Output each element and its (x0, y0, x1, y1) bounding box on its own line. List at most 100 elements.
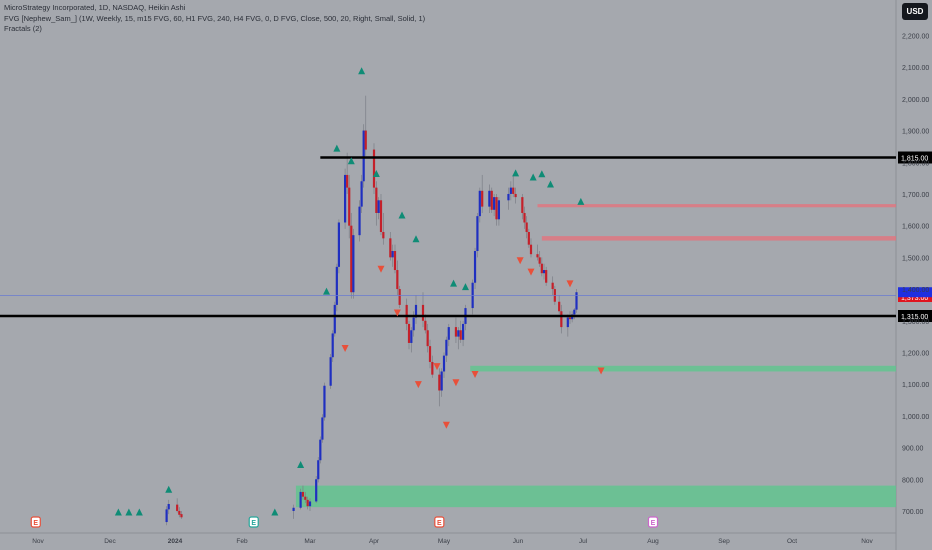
key-level-label: 1,815.00 (901, 156, 928, 163)
price-tick-label: 700.00 (902, 509, 924, 516)
fractal-up-marker (347, 157, 355, 165)
candle-bear (424, 320, 427, 331)
candle-bear (382, 231, 385, 239)
candle-bull (573, 309, 576, 315)
fractals-indicator-legend[interactable]: Fractals (2) (4, 24, 42, 33)
candle-bear (536, 254, 539, 258)
earnings-marker (248, 516, 259, 528)
candle-bull (410, 330, 413, 343)
time-tick-label: Jul (579, 538, 588, 545)
fractal-down-marker (341, 345, 349, 353)
candle-bear (389, 238, 392, 258)
candle-bear (512, 187, 515, 194)
price-tick-label: 1,300.00 (902, 319, 929, 326)
price-axis-layer: 1,373.00 700.00 800.00 900.00 1,000.00 1,100.… (898, 33, 932, 516)
candle-bull (412, 317, 415, 331)
fractal-up-marker (547, 180, 554, 188)
candle-bull (315, 479, 318, 502)
fractal-up-marker (372, 169, 380, 177)
candle-bear (301, 491, 305, 497)
candle-bear (558, 301, 561, 312)
candle-bull (497, 200, 501, 220)
candle-bull (358, 206, 361, 236)
fractal-up-marker (333, 144, 341, 152)
candle-bear (176, 504, 179, 511)
chart-legend: MicroStrategy Incorporated, 1D, NASDAQ, … (4, 3, 425, 35)
fractal-down-marker (393, 309, 401, 317)
candle-bear (431, 361, 434, 375)
time-tick-label: Jun (513, 538, 524, 545)
time-axis-layer: Nov Dec 2024 Feb Mar Apr May Jun Jul Aug Sep Oct Nov (32, 538, 873, 545)
candle-bear (180, 514, 183, 518)
candle-bear (375, 187, 378, 213)
fvg-zone-bullish (295, 485, 896, 508)
time-tick-label: Oct (787, 538, 797, 545)
price-tick-label: 800.00 (902, 477, 924, 484)
candle-bull (335, 266, 338, 305)
time-tick-label: Nov (861, 538, 873, 545)
candle-bear (560, 311, 563, 328)
earnings-marker-label: E (437, 520, 442, 527)
key-levels-layer: 1,815.00 1,315.00 (0, 151, 932, 322)
fractal-down-marker (414, 381, 422, 389)
candle-bull (457, 330, 460, 337)
fractal-up-marker (512, 169, 520, 177)
candle-bull (447, 327, 450, 340)
candle-bear (306, 499, 309, 507)
candle-bull (445, 339, 448, 356)
fractal-up-marker (323, 287, 331, 295)
earnings-marker (30, 516, 41, 528)
candle-bull (507, 193, 510, 201)
candle-bull (317, 460, 320, 480)
candle-bull (165, 509, 168, 523)
fractals-layer (114, 67, 605, 516)
time-tick-label: Aug (647, 538, 659, 545)
fractal-down-marker (527, 268, 535, 276)
candle-bear (407, 323, 411, 343)
candle-bear (538, 257, 541, 264)
candle-bull (352, 235, 355, 293)
price-tick-label: 1,700.00 (902, 192, 929, 199)
candle-bull (337, 222, 341, 267)
fractal-up-marker (412, 235, 420, 243)
candle-bear (304, 496, 307, 500)
fractal-up-marker (398, 211, 406, 219)
fractal-down-marker (597, 367, 605, 375)
candle-bull (476, 216, 479, 252)
fractal-up-marker (135, 508, 143, 516)
candle-bear (529, 244, 533, 255)
fvg-zone-bullish (470, 365, 896, 372)
earnings-marker-label: E (251, 520, 256, 527)
price-tick-label: 2,200.00 (902, 33, 929, 40)
fractal-up-marker (165, 485, 173, 493)
candle-bull (461, 323, 465, 340)
candle-bull (575, 292, 578, 310)
symbol-title[interactable]: MicroStrategy Incorporated, 1D, NASDAQ, … (4, 3, 186, 12)
fvg-indicator-legend[interactable]: FVG [Nephew_Sam_] (1W, Weekly, 15, m15 F… (4, 13, 426, 23)
fractal-down-marker (433, 363, 441, 371)
price-tick-label: 1,800.00 (902, 160, 929, 167)
currency-button[interactable]: USD (902, 3, 928, 20)
fractal-down-marker (452, 379, 460, 387)
earnings-marker (434, 516, 445, 528)
candle-bear (396, 270, 399, 290)
candle-bull (343, 174, 347, 223)
fractal-up-marker (577, 197, 585, 205)
candle-bull (391, 251, 394, 258)
candle-bull (167, 503, 170, 510)
candle-bear (426, 330, 429, 347)
price-tick-label: 1,600.00 (902, 224, 929, 231)
price-tick-label: 1,100.00 (902, 382, 929, 389)
candle-bear (438, 374, 441, 391)
candle-bear (490, 190, 493, 210)
candle-bull (299, 491, 302, 508)
candle-bear (346, 174, 349, 188)
fvg-zone-bearish (541, 236, 896, 241)
candle-bear (454, 327, 458, 337)
candle-bear (495, 197, 498, 220)
candle-bear (551, 282, 554, 290)
candle-bear (364, 130, 367, 150)
price-tag (898, 287, 932, 298)
